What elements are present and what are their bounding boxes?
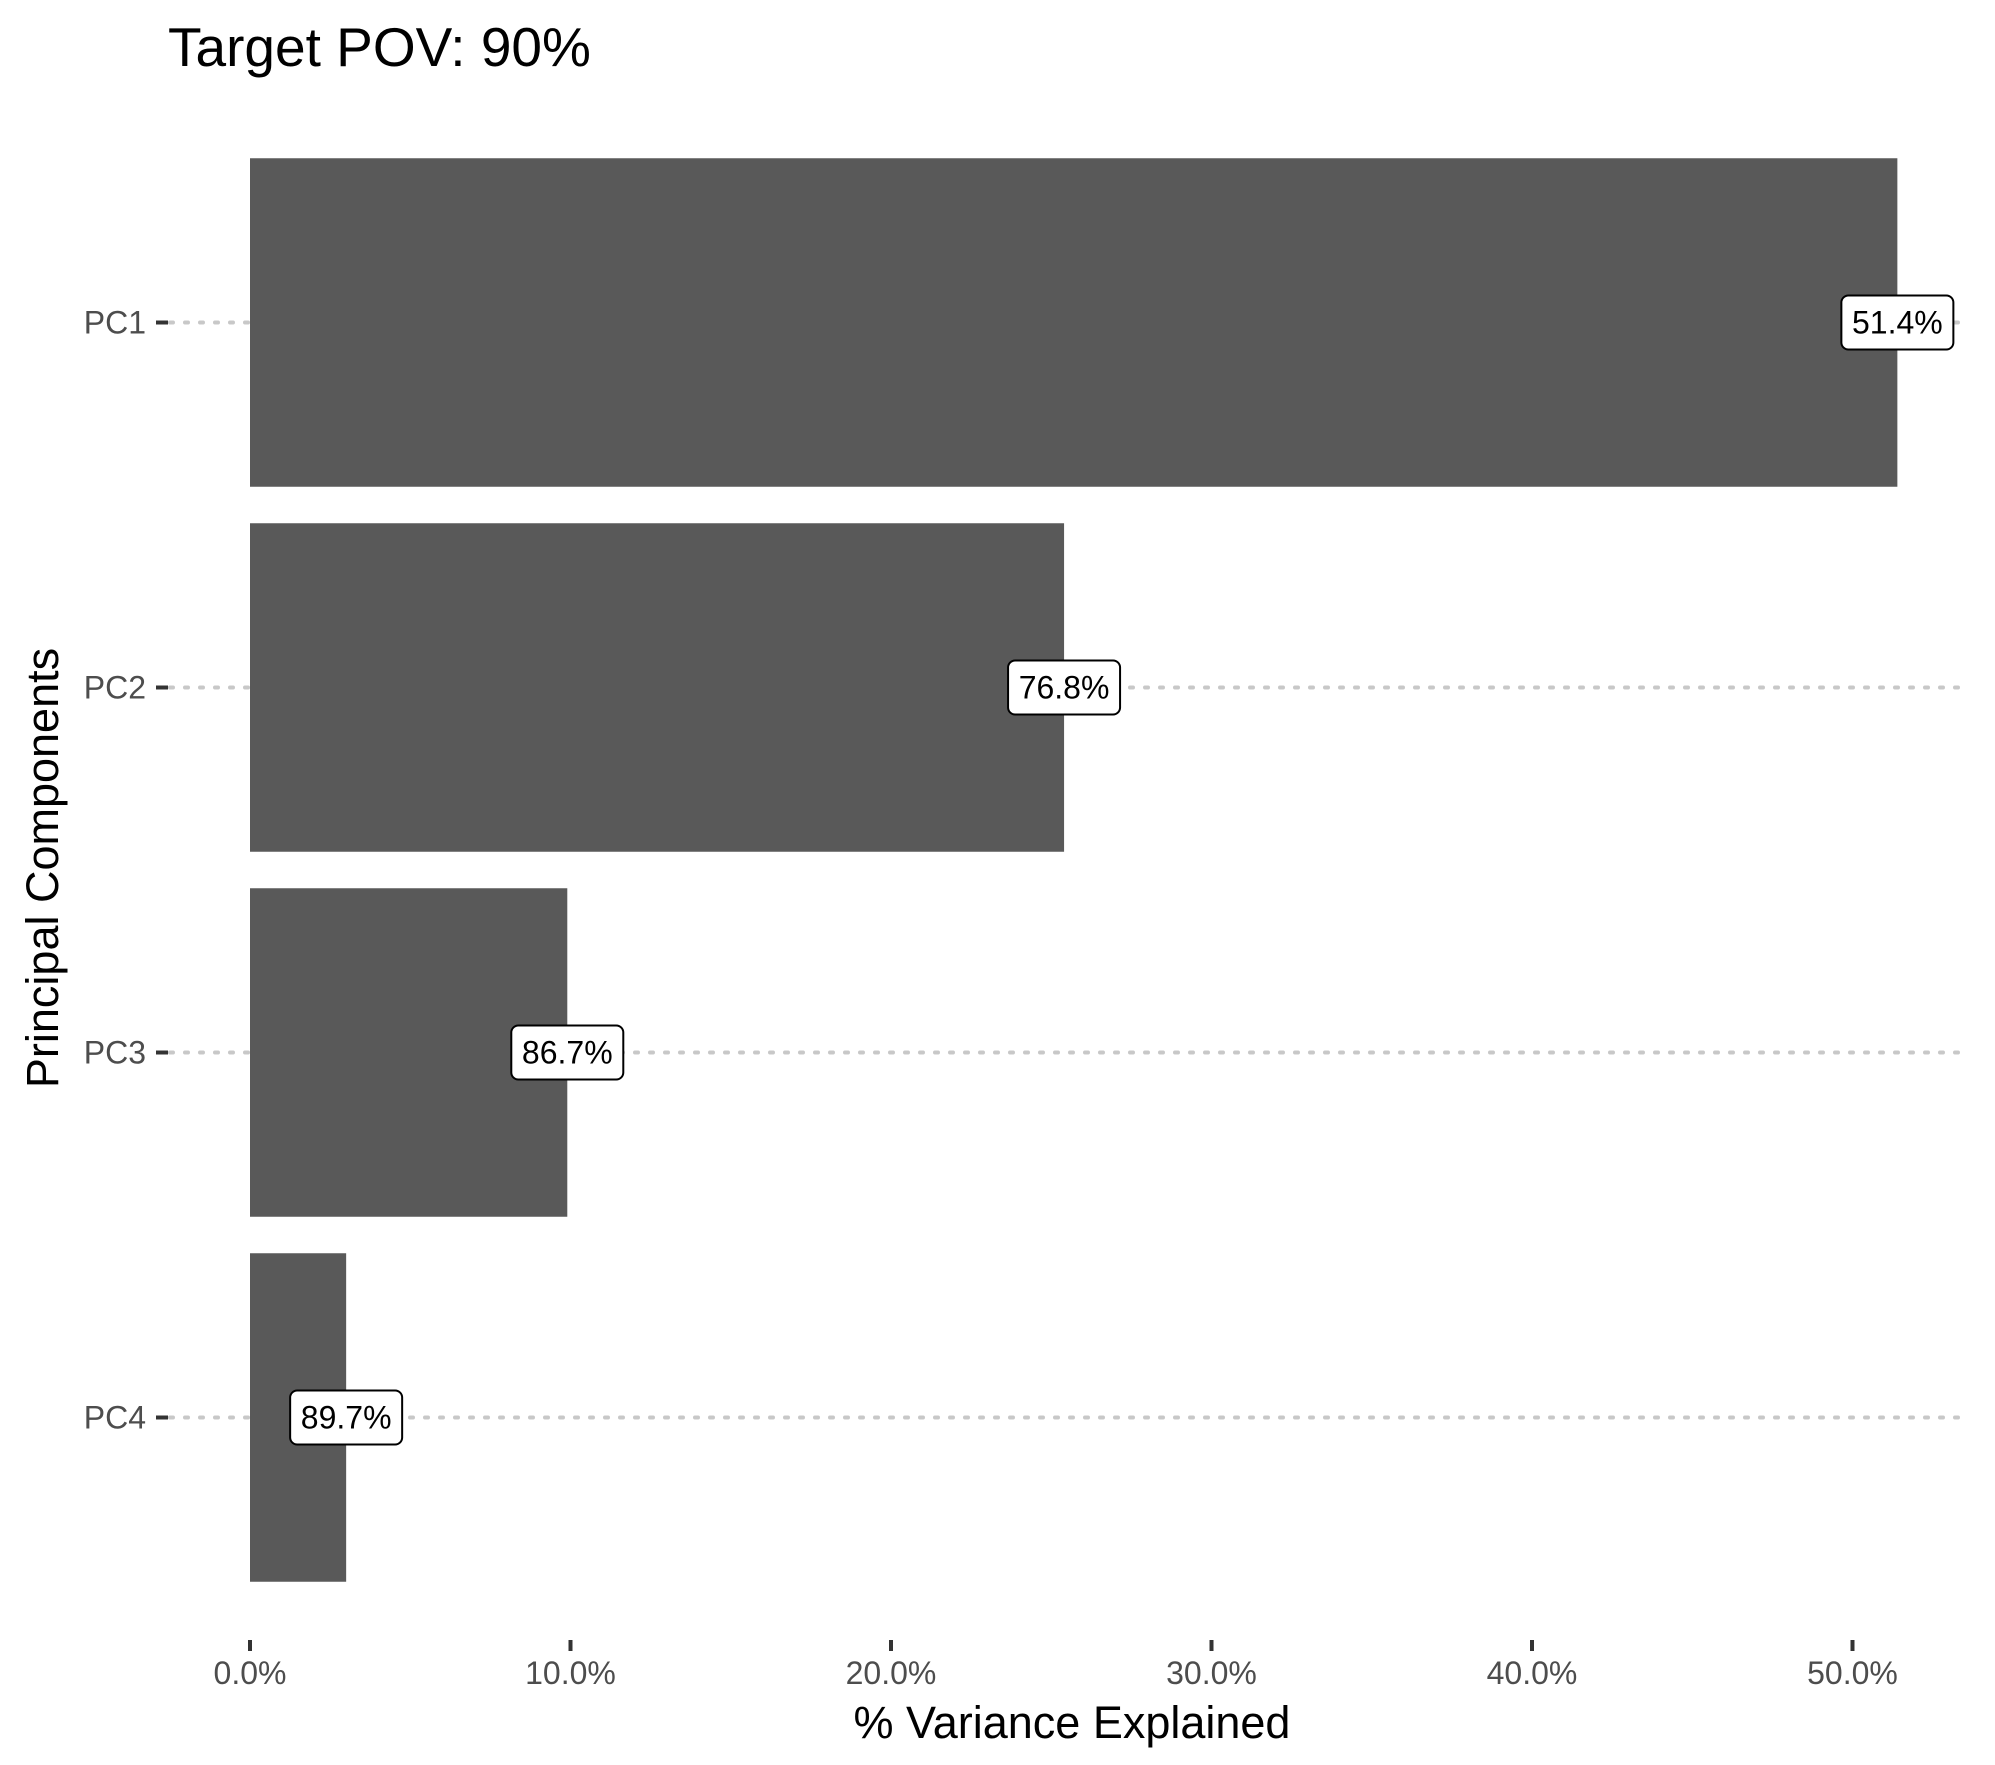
- x-tick-label-4: 40.0%: [1487, 1655, 1578, 1691]
- bars: [250, 158, 1898, 1582]
- x-axis: 0.0% 10.0% 20.0% 30.0% 40.0% 50.0%: [214, 1640, 1898, 1691]
- data-label-box-pc2: [1007, 659, 1122, 716]
- y-tick-label-pc1: PC1: [84, 305, 146, 341]
- data-label-box-pc3: [510, 1024, 625, 1081]
- x-tick-label-3: 30.0%: [1166, 1655, 1257, 1691]
- data-label-pc4: 89.7%: [301, 1400, 392, 1436]
- data-labels: 51.4% 76.8% 86.7% 89.7%: [289, 294, 1955, 1446]
- x-axis-title: % Variance Explained: [854, 1697, 1291, 1748]
- y-tick-label-pc2: PC2: [84, 670, 146, 706]
- y-axis: PC1 PC2 PC3 PC4: [84, 305, 168, 1436]
- data-label-pc2: 76.8%: [1019, 670, 1110, 706]
- y-tick-label-pc3: PC3: [84, 1035, 146, 1071]
- x-tick-label-2: 20.0%: [846, 1655, 937, 1691]
- x-tick-label-5: 50.0%: [1807, 1655, 1898, 1691]
- data-label-box-pc4: [289, 1389, 404, 1446]
- y-axis-title: Principal Components: [17, 648, 68, 1088]
- data-label-pc3: 86.7%: [522, 1035, 613, 1071]
- bar-pc2: [250, 523, 1065, 852]
- x-tick-label-0: 0.0%: [214, 1655, 287, 1691]
- data-label-pc1: 51.4%: [1852, 305, 1943, 341]
- chart-title: Target POV: 90%: [168, 16, 591, 78]
- x-tick-label-1: 10.0%: [525, 1655, 616, 1691]
- bar-pc1: [250, 158, 1898, 487]
- y-tick-label-pc4: PC4: [84, 1400, 146, 1436]
- data-label-box-pc1: [1840, 294, 1955, 351]
